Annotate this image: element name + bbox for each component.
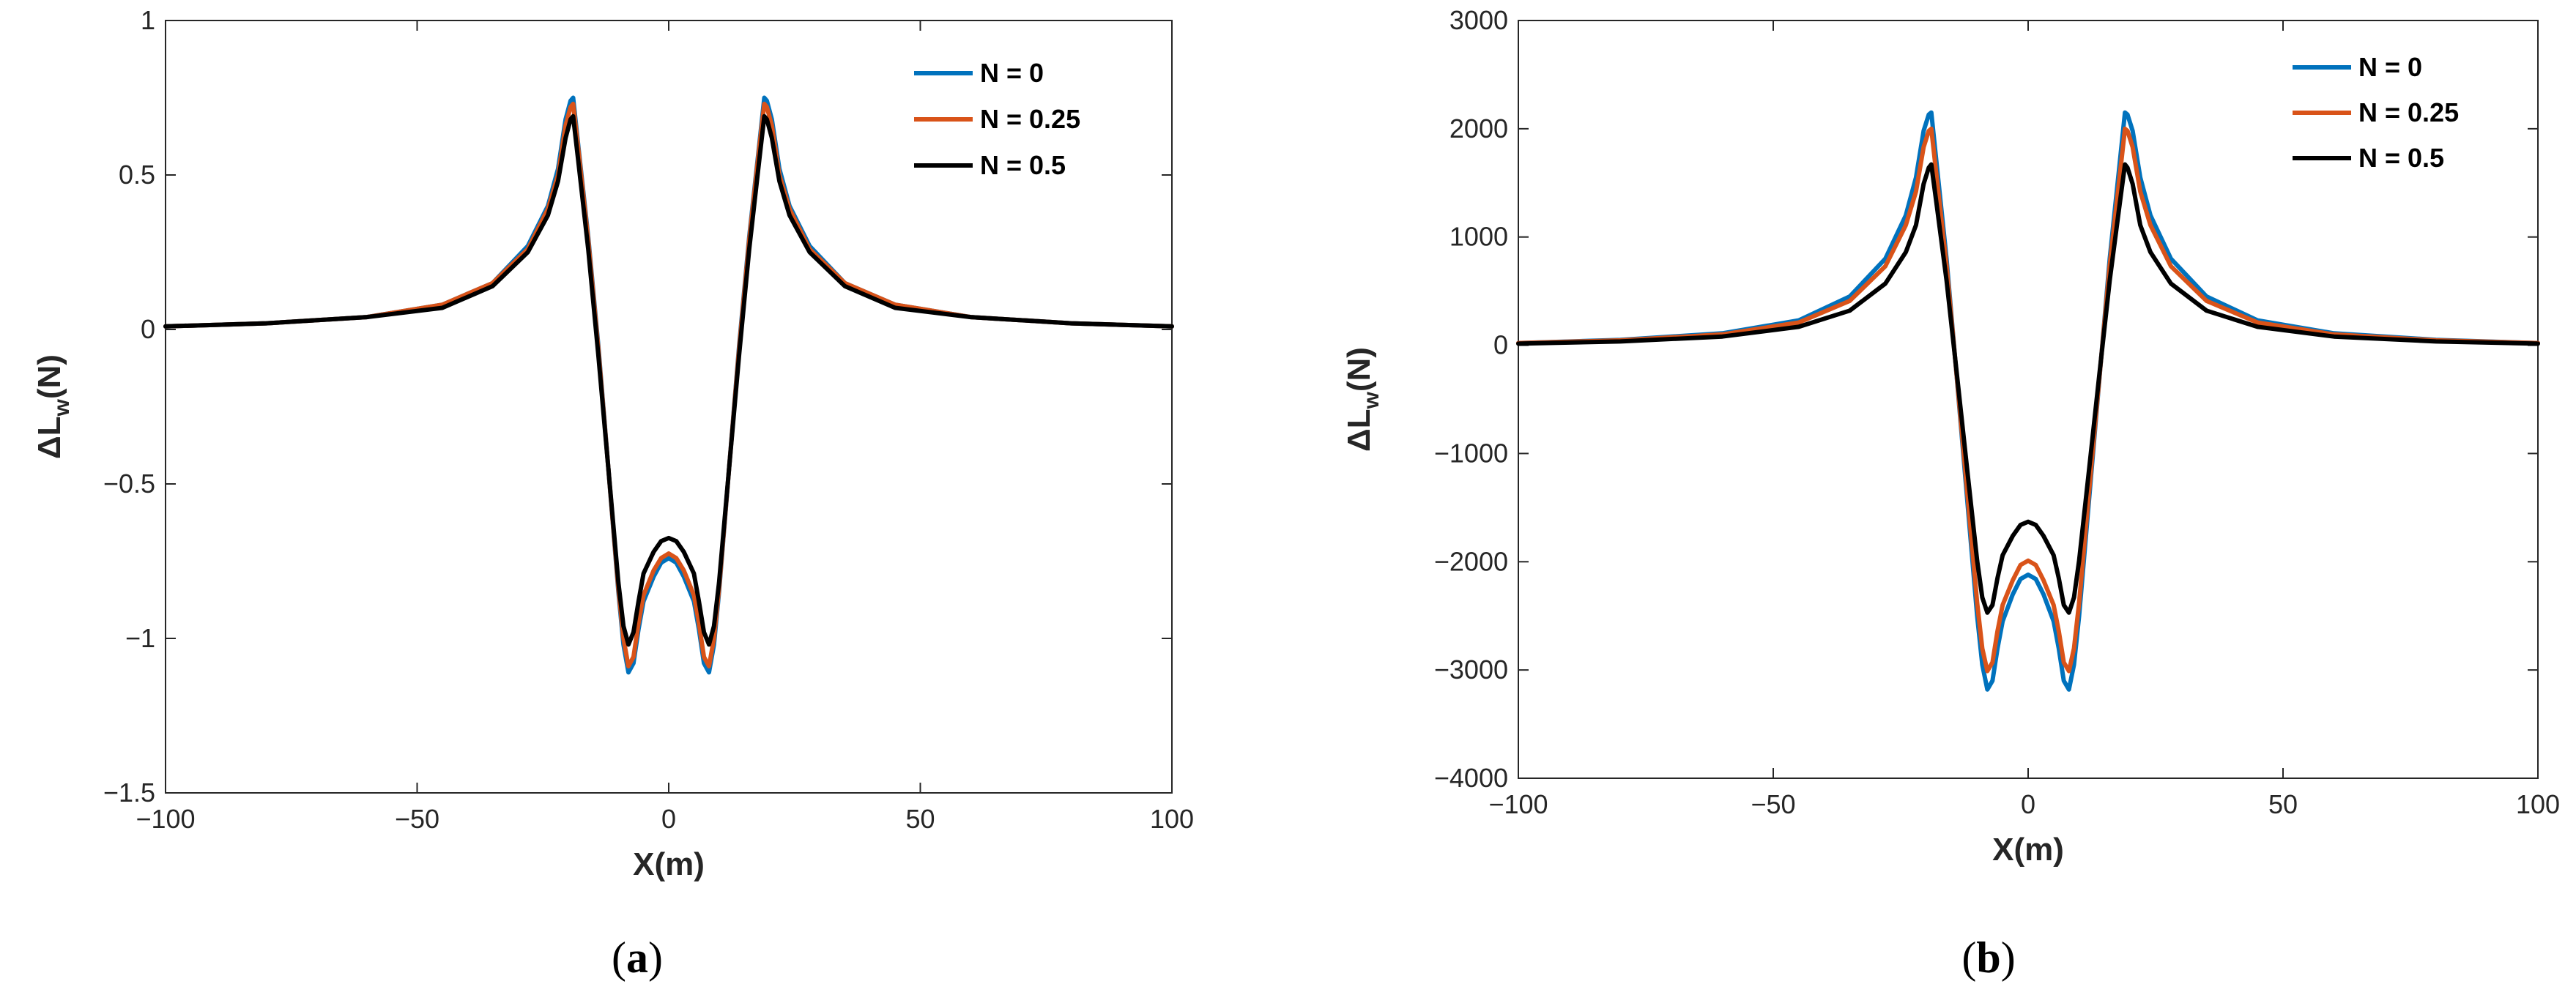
legend-label: N = 0.5 (980, 150, 1066, 180)
x-tick-label: 100 (2516, 789, 2560, 819)
y-tick-label: 2000 (1450, 113, 1508, 143)
y-axis-label: ΔLw(N) (31, 354, 74, 459)
x-tick-label: 0 (2021, 789, 2035, 819)
chart-panel-a: −100 −50 0 50 100 −1.5 −1 −0.5 0 0.5 1 N = 0 N = 0.2… (31, 5, 1194, 982)
y-tick-label: 0 (141, 314, 155, 344)
y-tick-label: −1.5 (103, 778, 155, 808)
chart-panel-b: −100 −50 0 50 100 −4000 −3000 −2000 −1000 0 1000 20… (1341, 5, 2560, 982)
legend-label: N = 0 (980, 58, 1044, 88)
panel-caption: (b) (1961, 933, 2015, 982)
x-axis-label: X(m) (1992, 832, 2064, 868)
series-line-2 (1516, 162, 2540, 615)
x-axis-label: X(m) (633, 846, 705, 882)
x-tick-label: 50 (2268, 789, 2298, 819)
legend-label: N = 0.25 (980, 104, 1080, 134)
x-tick-label: 50 (905, 804, 935, 834)
y-tick-label: 1000 (1450, 222, 1508, 252)
y-tick-label: −0.5 (103, 469, 155, 499)
y-tick-label: −4000 (1434, 763, 1508, 793)
y-tick-label: −3000 (1434, 655, 1508, 685)
legend-label: N = 0 (2358, 52, 2422, 82)
x-tick-label: −50 (1751, 789, 1795, 819)
x-tick-label: 0 (661, 804, 676, 834)
plot-area (1518, 20, 2539, 779)
series-line-2 (163, 113, 1174, 647)
series-line-0 (1516, 110, 2540, 692)
y-tick-label: 0 (1493, 330, 1508, 360)
y-tick-label: −1 (125, 623, 155, 653)
y-tick-label: 3000 (1450, 5, 1508, 35)
legend-label: N = 0.25 (2358, 97, 2459, 127)
x-tick-label: 100 (1150, 804, 1194, 834)
plot-area (165, 20, 1173, 794)
x-tick-label: −50 (395, 804, 439, 834)
x-tick-label: −100 (136, 804, 195, 834)
y-tick-label: 1 (141, 5, 155, 35)
y-tick-label: 0.5 (119, 160, 155, 190)
panel-caption: (a) (612, 933, 663, 982)
y-tick-label: −1000 (1434, 438, 1508, 468)
legend-label: N = 0.5 (2358, 143, 2444, 173)
series-line-1 (1516, 126, 2540, 674)
y-tick-label: −2000 (1434, 546, 1508, 576)
y-axis-label: ΔLw(N) (1341, 347, 1384, 452)
x-tick-label: −100 (1488, 789, 1548, 819)
